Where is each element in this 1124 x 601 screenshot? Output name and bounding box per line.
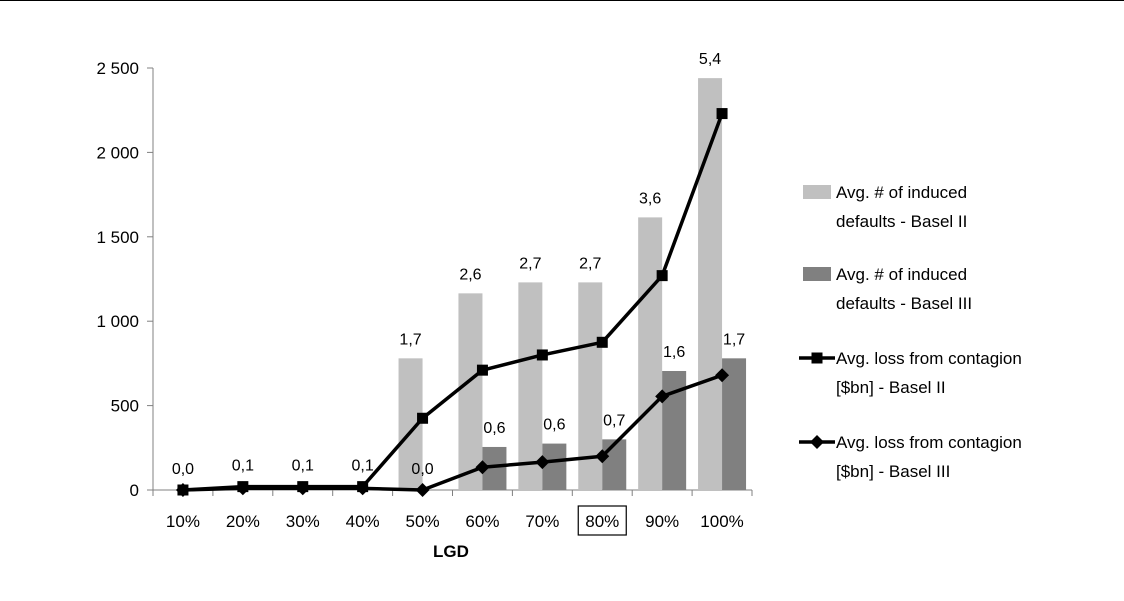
y-tick-label: 1 000 bbox=[96, 312, 139, 331]
legend-label: [$bn] - Basel II bbox=[836, 378, 946, 397]
legend-diamond-marker bbox=[810, 435, 824, 449]
data-label: 0,6 bbox=[543, 417, 565, 434]
diamond-marker bbox=[355, 481, 370, 496]
x-tick-label: 10% bbox=[166, 512, 200, 531]
legend-label: Avg. loss from contagion bbox=[836, 349, 1022, 368]
legend-label: Avg. loss from contagion bbox=[836, 433, 1022, 452]
legend-swatch bbox=[803, 267, 831, 281]
line-diamond-series bbox=[182, 373, 723, 492]
legend-label: defaults - Basel II bbox=[836, 212, 967, 231]
data-label: 0,0 bbox=[411, 461, 433, 478]
bar-basel-iii bbox=[722, 358, 747, 490]
diamond-marker bbox=[175, 483, 190, 497]
y-tick-label: 2 000 bbox=[96, 143, 139, 162]
data-label: 1,7 bbox=[399, 331, 421, 348]
data-label: 0,1 bbox=[352, 458, 374, 475]
diamond-marker bbox=[295, 481, 310, 496]
data-label: 0,1 bbox=[232, 458, 254, 475]
square-marker bbox=[716, 108, 728, 120]
bar-basel-ii bbox=[458, 293, 483, 490]
legend: Avg. # of induced defaults - Basel II Avg.… bbox=[799, 183, 1022, 481]
legend-square-marker bbox=[811, 352, 823, 364]
data-label: 2,6 bbox=[459, 266, 481, 283]
y-tick-label: 500 bbox=[111, 397, 139, 416]
diamond-marker bbox=[235, 481, 250, 496]
bar-basel-ii bbox=[518, 282, 543, 490]
legend-swatch bbox=[803, 185, 831, 199]
legend-label: [$bn] - Basel III bbox=[836, 462, 950, 481]
y-tick-label: 1 500 bbox=[96, 228, 139, 247]
data-label: 1,7 bbox=[723, 331, 745, 348]
data-label: 3,6 bbox=[639, 190, 661, 207]
x-tick-label: 70% bbox=[525, 512, 559, 531]
x-tick-label: 80% bbox=[585, 512, 619, 531]
legend-label: defaults - Basel III bbox=[836, 294, 972, 313]
diamond-marker bbox=[595, 449, 610, 464]
diamond-marker bbox=[715, 368, 730, 383]
square-marker bbox=[536, 349, 548, 361]
x-axis-title: LGD bbox=[433, 542, 469, 561]
square-marker bbox=[596, 336, 608, 348]
y-tick-label: 2 500 bbox=[96, 59, 139, 78]
data-label: 5,4 bbox=[699, 51, 721, 68]
data-label: 0,7 bbox=[603, 412, 625, 429]
bar-basel-ii bbox=[698, 78, 723, 491]
data-label: 0,6 bbox=[483, 420, 505, 437]
x-tick-label: 90% bbox=[645, 512, 679, 531]
diamond-marker bbox=[475, 460, 490, 475]
legend-label: Avg. # of induced bbox=[836, 265, 967, 284]
square-marker bbox=[476, 364, 488, 376]
bar-basel-iii bbox=[542, 443, 567, 490]
x-tick-label: 20% bbox=[226, 512, 260, 531]
data-label: 0,1 bbox=[292, 458, 314, 475]
y-tick-label: 0 bbox=[130, 481, 139, 500]
x-tick-label: 30% bbox=[286, 512, 320, 531]
data-label: 2,7 bbox=[519, 255, 541, 272]
bar-basel-iii bbox=[602, 439, 627, 490]
diamond-marker bbox=[655, 389, 670, 404]
bar-basel-ii bbox=[638, 217, 663, 490]
diamond-marker bbox=[415, 483, 430, 497]
square-marker bbox=[656, 270, 668, 282]
x-tick-label: 100% bbox=[700, 512, 743, 531]
data-label: 2,7 bbox=[579, 255, 601, 272]
data-label: 0,0 bbox=[172, 461, 194, 478]
plot-area: 0 500 1 000 1 500 2 000 2 500 10% 20% 30% 40% 50% 6… bbox=[96, 51, 753, 536]
diamond-marker bbox=[535, 455, 550, 470]
legend-label: Avg. # of induced bbox=[836, 183, 967, 202]
data-label: 1,6 bbox=[663, 344, 685, 361]
square-marker bbox=[417, 412, 429, 424]
x-tick-label: 40% bbox=[346, 512, 380, 531]
x-tick-label: 60% bbox=[465, 512, 499, 531]
highlight-box bbox=[577, 505, 627, 536]
x-tick-label: 50% bbox=[406, 512, 440, 531]
